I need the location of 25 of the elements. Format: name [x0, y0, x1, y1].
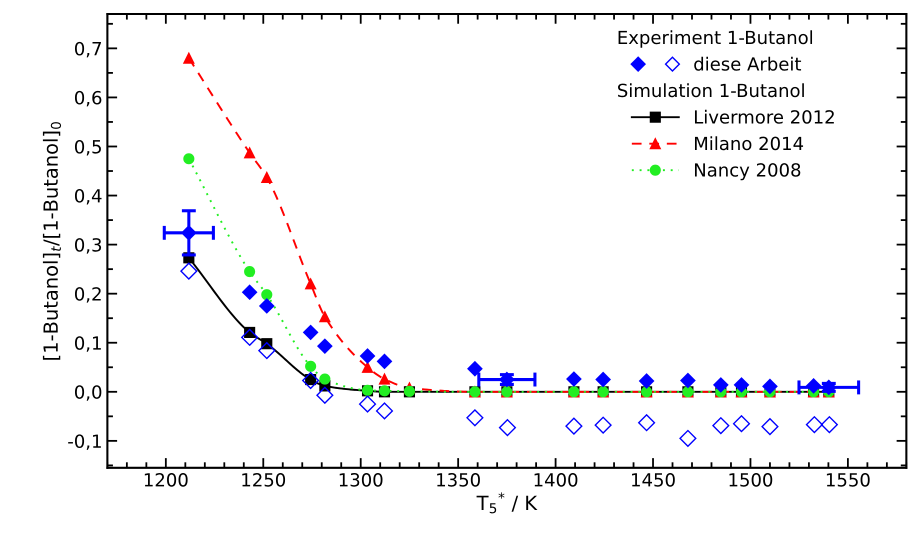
- x-tick-label: 1500: [729, 473, 772, 487]
- x-axis-title: T$_{5}$$^{*}$ / K: [476, 492, 538, 514]
- x-tick-label: 1200: [144, 473, 188, 487]
- y-tick-label: 0,5: [74, 140, 101, 156]
- y-axis-title: [1-Butanol]$_{t}$/[1-Butanol]$_{0}$: [42, 122, 62, 360]
- y-tick-label: 0,7: [74, 42, 101, 58]
- y-tick-label: 0,0: [74, 385, 102, 401]
- y-tick-label: 0,6: [74, 90, 102, 106]
- x-tick-label: 1350: [437, 473, 480, 487]
- x-tick-label: 1550: [826, 473, 870, 487]
- annotation: Simulation 1-Butanol: [618, 83, 804, 98]
- legend-label: diese Arbeit: [694, 56, 802, 71]
- y-tick-label: 0,1: [74, 336, 101, 352]
- y-tick-label: -0,1: [68, 434, 101, 450]
- y-tick-label: 0,4: [74, 189, 102, 205]
- x-tick-label: 1400: [534, 473, 578, 487]
- legend-label: Livermore 2012: [694, 110, 834, 124]
- y-tick-label: 0,3: [74, 238, 102, 254]
- legend-label: Milano 2014: [694, 136, 804, 150]
- x-tick-label: 1450: [632, 473, 675, 487]
- legend-label: Nancy 2008: [694, 163, 800, 180]
- x-tick-label: 1300: [340, 473, 382, 487]
- annotation: Experiment 1-Butanol: [618, 30, 812, 48]
- y-tick-label: 0,2: [74, 287, 101, 303]
- x-tick-label: 1250: [242, 473, 286, 487]
